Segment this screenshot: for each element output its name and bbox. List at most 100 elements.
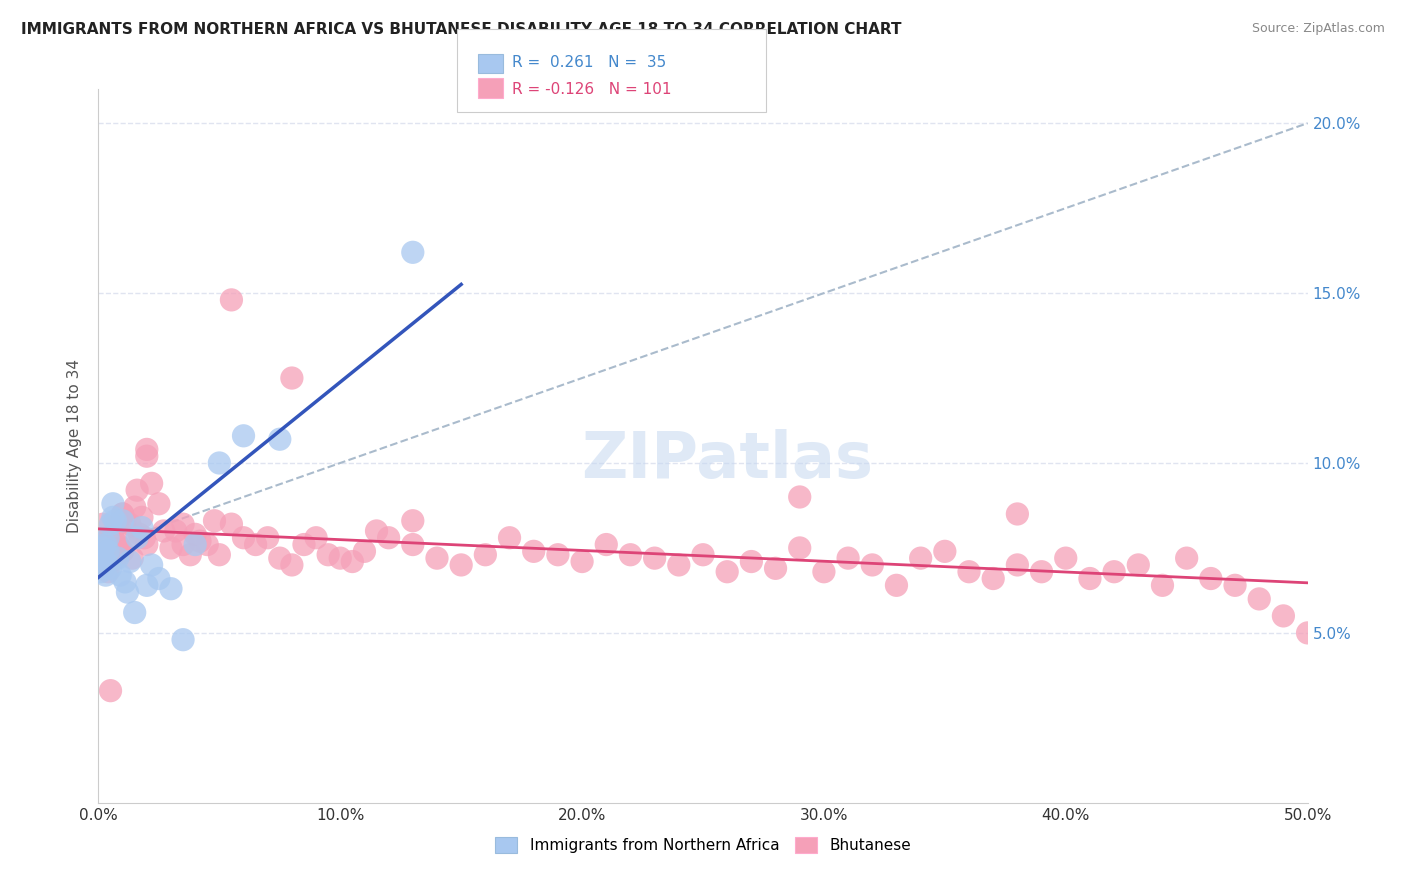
Point [97, 531, 120, 545]
Point [281, 371, 304, 385]
Point [716, 565, 738, 579]
Point [498, 531, 520, 545]
Point [90, 534, 112, 549]
Point [107, 537, 129, 551]
Point [1078, 572, 1101, 586]
Point [292, 537, 315, 551]
Point [256, 531, 278, 545]
Point [474, 548, 496, 562]
Point [269, 432, 291, 446]
Point [108, 541, 131, 555]
Point [90, 565, 112, 579]
Y-axis label: Disability Age 18 to 34: Disability Age 18 to 34 [67, 359, 83, 533]
Point [353, 544, 375, 558]
Legend: Immigrants from Northern Africa, Bhutanese: Immigrants from Northern Africa, Bhutane… [488, 831, 918, 859]
Point [366, 524, 388, 538]
Point [94, 537, 117, 551]
Point [107, 551, 129, 566]
Point [1054, 551, 1077, 566]
Point [195, 537, 218, 551]
Point [813, 565, 835, 579]
Point [104, 514, 127, 528]
Point [571, 555, 593, 569]
Point [426, 551, 449, 566]
Point [111, 514, 134, 528]
Point [221, 293, 243, 307]
Point [91, 561, 114, 575]
Point [94, 568, 117, 582]
Point [100, 517, 122, 532]
Point [101, 531, 124, 545]
Point [232, 531, 254, 545]
Point [135, 449, 157, 463]
Point [91, 551, 114, 566]
Point [131, 510, 153, 524]
Point [160, 582, 183, 596]
Point [619, 548, 641, 562]
Point [117, 585, 139, 599]
Point [148, 572, 170, 586]
Point [1152, 578, 1174, 592]
Point [124, 606, 146, 620]
Point [97, 565, 120, 579]
Point [179, 548, 201, 562]
Point [90, 558, 112, 572]
Point [111, 507, 134, 521]
Point [117, 534, 139, 549]
Point [957, 565, 980, 579]
Point [91, 541, 114, 555]
Point [184, 537, 207, 551]
Point [172, 517, 194, 532]
Point [100, 541, 122, 555]
Point [141, 558, 163, 572]
Point [184, 527, 207, 541]
Point [1199, 572, 1222, 586]
Point [910, 551, 932, 566]
Point [402, 537, 425, 551]
Point [128, 527, 150, 541]
Point [127, 483, 149, 498]
Point [329, 551, 352, 566]
Point [1175, 551, 1198, 566]
Point [108, 568, 131, 582]
Point [118, 555, 141, 569]
Point [160, 541, 183, 555]
Point [91, 561, 114, 575]
Point [1128, 558, 1150, 572]
Point [100, 561, 122, 575]
Point [342, 555, 364, 569]
Point [668, 558, 690, 572]
Text: IMMIGRANTS FROM NORTHERN AFRICA VS BHUTANESE DISABILITY AGE 18 TO 34 CORRELATION: IMMIGRANTS FROM NORTHERN AFRICA VS BHUTA… [21, 22, 901, 37]
Point [121, 551, 143, 566]
Point [135, 442, 157, 457]
Point [1296, 626, 1319, 640]
Point [134, 531, 156, 545]
Point [94, 537, 117, 551]
Point [1272, 608, 1295, 623]
Point [208, 548, 231, 562]
Point [152, 524, 174, 538]
Point [124, 500, 146, 515]
Point [101, 497, 124, 511]
Point [644, 551, 666, 566]
Text: R =  0.261   N =  35: R = 0.261 N = 35 [512, 55, 666, 70]
Point [111, 507, 134, 521]
Point [377, 531, 399, 545]
Point [1102, 565, 1125, 579]
Point [740, 555, 762, 569]
Point [1223, 578, 1246, 592]
Point [91, 517, 114, 532]
Point [135, 537, 157, 551]
Point [114, 514, 136, 528]
Point [104, 551, 127, 566]
Point [208, 456, 231, 470]
Point [135, 578, 157, 592]
Point [595, 537, 617, 551]
Point [172, 632, 194, 647]
Point [188, 534, 211, 549]
Point [100, 555, 122, 569]
Point [204, 514, 226, 528]
Point [789, 490, 811, 504]
Text: R = -0.126   N = 101: R = -0.126 N = 101 [512, 82, 671, 96]
Point [523, 544, 546, 558]
